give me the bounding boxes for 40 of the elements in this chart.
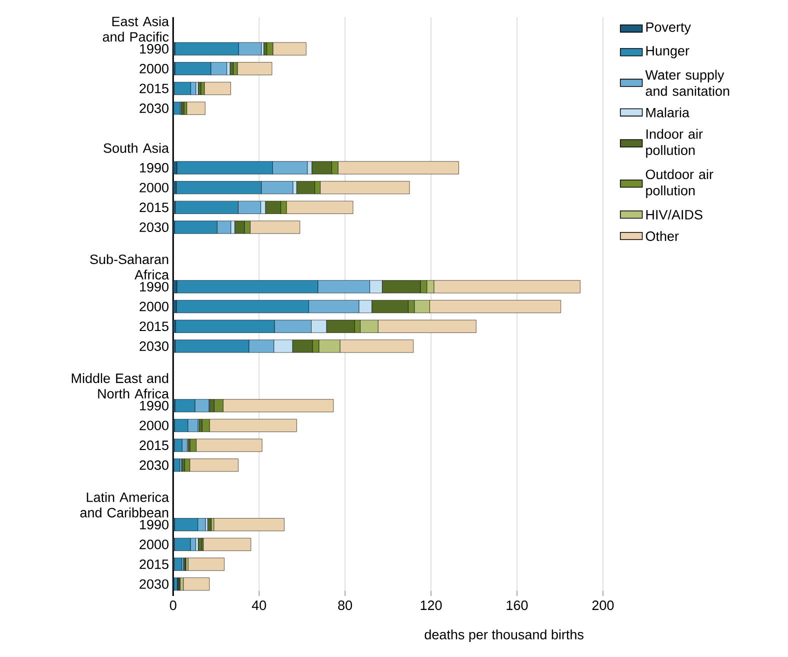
y-tick-label: East Asia and Pacific <box>102 16 169 42</box>
y-tick-label: South Asia <box>104 142 169 153</box>
y-tick-label: Middle East and North Africa <box>72 373 169 398</box>
y-tick-label: 2000 <box>140 302 168 312</box>
y-tick-label: 2000 <box>140 64 168 74</box>
legend-label: Water supply and sanitation <box>645 70 730 96</box>
legend-label: Outdoor air pollution <box>646 169 714 198</box>
y-tick-label: 2015 <box>140 559 168 569</box>
x-tick-label: 200 <box>592 600 614 610</box>
x-axis-title: deaths per thousand births <box>424 629 584 642</box>
legend-label: Indoor air pollution <box>646 128 703 158</box>
x-tick-label: 120 <box>420 600 442 610</box>
y-tick-label: 2000 <box>140 420 168 430</box>
y-tick-label: 1990 <box>140 44 168 54</box>
y-tick-label: Sub-Saharan Africa <box>90 254 170 280</box>
y-tick-label: 1990 <box>140 400 168 410</box>
y-tick-label: 2030 <box>140 103 168 113</box>
y-tick-label: 2030 <box>140 579 168 589</box>
y-tick-label: 1990 <box>140 162 168 172</box>
x-tick-label: 0 <box>170 600 176 610</box>
y-tick-label: Latin America and Caribbean <box>80 492 169 518</box>
legend-label: Poverty <box>646 22 691 34</box>
y-tick-label: 2015 <box>140 84 168 94</box>
x-tick-label: 40 <box>252 600 266 610</box>
y-tick-label: 1990 <box>140 520 168 530</box>
y-tick-label: 2030 <box>140 222 168 232</box>
y-tick-label: 2015 <box>140 321 168 332</box>
y-tick-label: 2030 <box>140 341 168 351</box>
x-tick-label: 80 <box>338 600 352 610</box>
y-tick-label: 2030 <box>140 460 168 470</box>
y-tick-label: 2000 <box>140 540 168 550</box>
legend-label: Other <box>646 230 679 241</box>
legend-label: Hunger <box>646 46 690 58</box>
legend-label: HIV/AIDS <box>646 209 702 220</box>
y-tick-label: 1990 <box>140 282 168 292</box>
y-tick-label: 2000 <box>140 182 168 192</box>
y-tick-label: 2015 <box>140 202 168 212</box>
legend-label: Malaria <box>646 107 690 118</box>
x-tick-label: 160 <box>506 600 528 610</box>
y-tick-label: 2015 <box>140 440 168 450</box>
